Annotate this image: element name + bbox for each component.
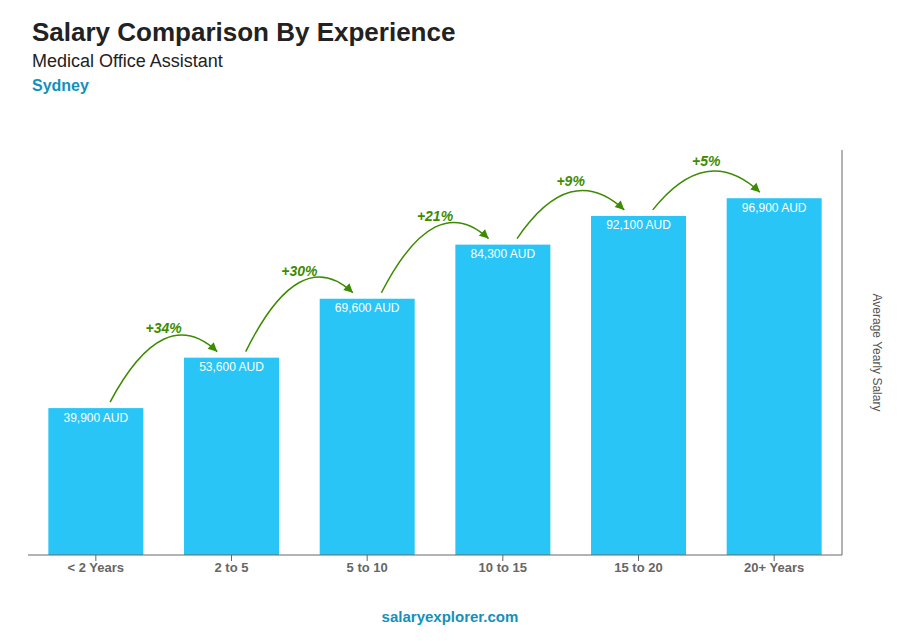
- svg-text:< 2 Years: < 2 Years: [68, 560, 125, 575]
- svg-text:+5%: +5%: [692, 153, 721, 169]
- svg-text:5 to 10: 5 to 10: [347, 560, 388, 575]
- svg-text:53,600 AUD: 53,600 AUD: [199, 360, 264, 374]
- svg-text:10 to 15: 10 to 15: [479, 560, 527, 575]
- svg-text:+34%: +34%: [146, 320, 183, 336]
- svg-text:+30%: +30%: [281, 263, 318, 279]
- html-text:salaryexplorer.com: salaryexplorer.com: [381, 608, 519, 625]
- svg-text:15 to 20: 15 to 20: [614, 560, 662, 575]
- svg-text:Average Yearly Salary: Average Yearly Salary: [870, 294, 884, 412]
- svg-text:69,600 AUD: 69,600 AUD: [335, 301, 400, 315]
- svg-text:84,300 AUD: 84,300 AUD: [470, 247, 535, 261]
- html-text:Salary Comparison By Experienc: Salary Comparison By Experience: [32, 17, 456, 47]
- svg-text:+21%: +21%: [417, 208, 454, 224]
- svg-text:2 to 5: 2 to 5: [215, 560, 249, 575]
- html-text:Sydney: Sydney: [32, 77, 89, 94]
- html-text:Medical Office Assistant: Medical Office Assistant: [32, 51, 223, 71]
- svg-text:92,100 AUD: 92,100 AUD: [606, 218, 671, 232]
- svg-text:96,900 AUD: 96,900 AUD: [742, 201, 807, 215]
- svg-text:39,900 AUD: 39,900 AUD: [63, 411, 128, 425]
- svg-text:20+ Years: 20+ Years: [744, 560, 804, 575]
- svg-text:+9%: +9%: [556, 173, 585, 189]
